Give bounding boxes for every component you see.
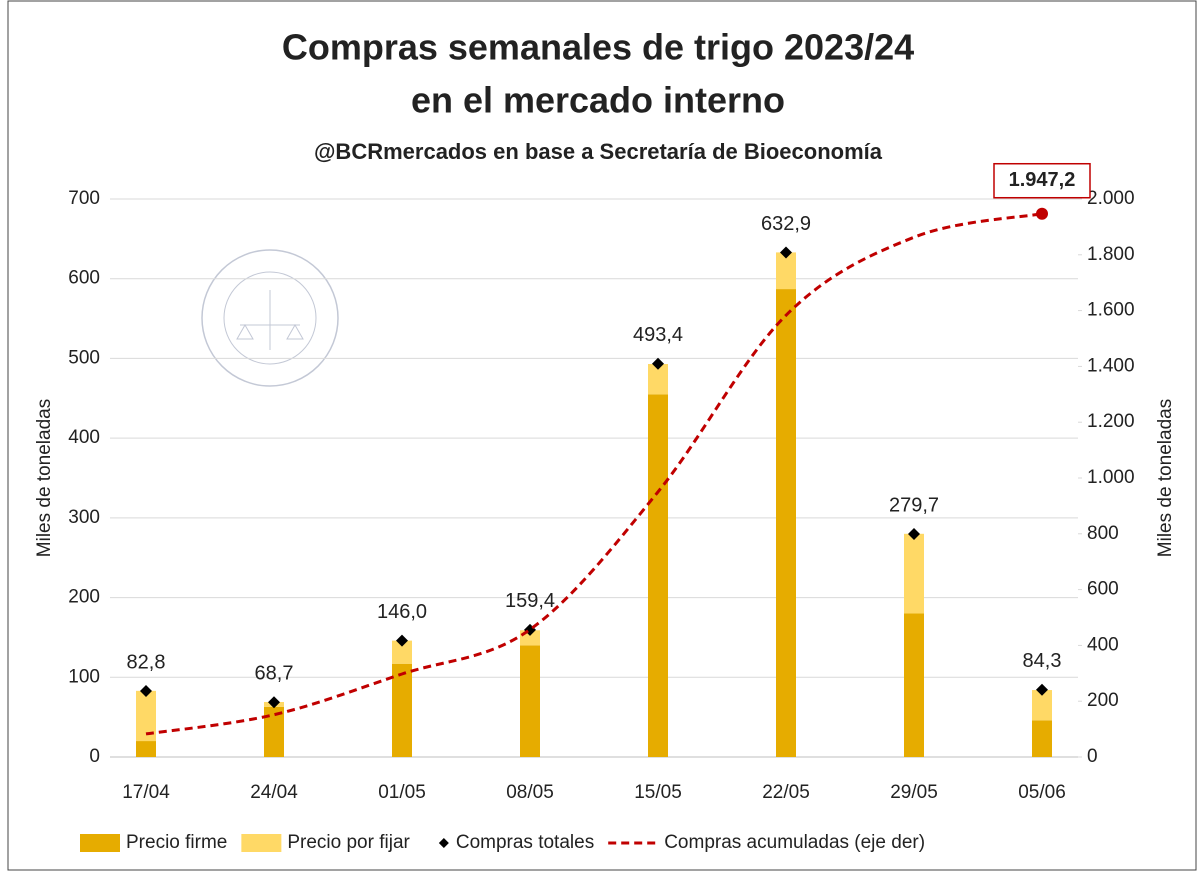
y-tick-label: 500 [68,347,100,368]
legend-label: Compras acumuladas (eje der) [664,832,925,853]
bar-segment [904,533,924,614]
y2-tick-label: 2.000 [1087,188,1135,209]
y2-tick-label: 1.800 [1087,244,1135,265]
y2-tick-label: 600 [1087,579,1119,600]
bar-segment [1032,690,1052,721]
bar-segment [1032,720,1052,757]
x-tick-label: 15/05 [634,782,682,803]
x-tick-label: 08/05 [506,782,554,803]
data-label: 146,0 [377,601,427,623]
bar-segment [392,640,412,664]
bar-segment [776,289,796,757]
x-tick-label: 05/06 [1018,782,1066,803]
y2-tick-label: 200 [1087,690,1119,711]
total-marker [396,634,408,647]
chart-title: Compras semanales de trigo 2023/24 [282,27,914,68]
bar-segment [264,706,284,757]
y2-tick-label: 0 [1087,746,1098,767]
y-tick-label: 0 [89,746,100,767]
cumulative-end-point [1036,207,1048,220]
y2-tick-label: 400 [1087,634,1119,655]
chart-subtitle: @BCRmercados en base a Secretaría de Bio… [314,139,883,164]
y-tick-label: 400 [68,427,100,448]
y2-tick-label: 800 [1087,523,1119,544]
y2-tick-label: 1.000 [1087,467,1135,488]
chart-title: en el mercado interno [411,80,785,121]
bar-segment [136,741,156,757]
y2-tick-label: 1.600 [1087,300,1135,321]
frame [7,0,1197,871]
total-marker [652,357,664,370]
legend-label: Precio firme [126,832,227,853]
y2-axis-title: Miles de toneladas [1155,399,1176,557]
total-marker [1036,683,1048,696]
x-tick-label: 29/05 [890,782,938,803]
legend-swatch [438,838,449,848]
bar-segment [392,663,412,757]
legend-label: Precio por fijar [287,832,410,853]
x-tick-label: 01/05 [378,782,426,803]
y2-tick-label: 1.400 [1087,355,1135,376]
bar-segment [520,645,540,757]
legend-swatch [241,834,282,852]
total-marker [268,696,280,709]
data-label: 493,4 [633,324,683,346]
legend-swatch [80,834,120,852]
y-tick-label: 600 [68,268,100,289]
y-axis-title: Miles de toneladas [34,399,55,557]
data-label: 159,4 [505,590,555,612]
y-tick-label: 100 [68,666,100,687]
data-label: 68,7 [255,663,294,685]
bar-segment [648,394,668,757]
y2-tick-label: 1.200 [1087,411,1135,432]
y-tick-label: 700 [68,188,100,209]
label-box [993,162,1091,199]
data-label: 632,9 [761,213,811,235]
x-tick-label: 24/04 [250,782,298,803]
bar-segment [904,613,924,757]
legend-label: Compras totales [456,832,594,853]
data-label: 82,8 [127,651,166,673]
bar-segment [136,690,156,742]
bar-segment [776,252,796,290]
data-label: 1.947,2 [1009,169,1076,191]
watermark-seal [201,249,339,387]
total-marker [780,246,792,259]
y-tick-label: 300 [68,507,100,528]
data-label: 279,7 [889,494,939,516]
total-marker [140,684,152,697]
total-marker [908,528,920,541]
x-tick-label: 22/05 [762,782,810,803]
y-tick-label: 200 [68,587,100,608]
x-tick-label: 17/04 [122,782,170,803]
bar-segment [648,364,668,395]
data-label: 84,3 [1023,650,1062,672]
